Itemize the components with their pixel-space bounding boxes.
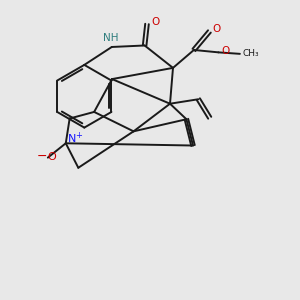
Text: O: O bbox=[47, 152, 56, 162]
Text: −: − bbox=[37, 150, 47, 163]
Text: NH: NH bbox=[103, 33, 118, 43]
Text: O: O bbox=[213, 24, 221, 34]
Text: +: + bbox=[75, 131, 82, 140]
Text: O: O bbox=[151, 17, 160, 28]
Text: CH₃: CH₃ bbox=[243, 49, 260, 58]
Text: O: O bbox=[222, 46, 230, 56]
Text: N: N bbox=[68, 134, 76, 144]
